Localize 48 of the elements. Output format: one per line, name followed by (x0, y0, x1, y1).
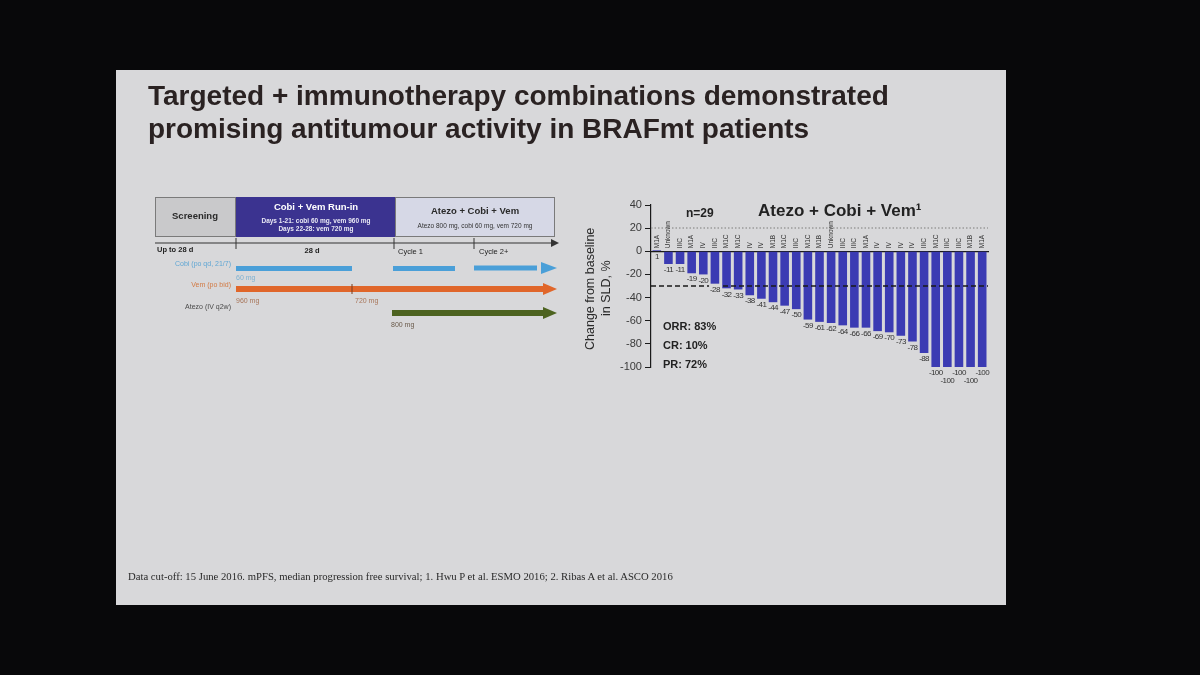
data-label: -64 (837, 326, 849, 336)
data-label: -78 (907, 342, 919, 352)
data-label: -50 (791, 310, 803, 320)
data-label: -11 (675, 265, 686, 275)
data-label: -41 (756, 299, 768, 309)
text: Cobi + Vem Run-in (273, 201, 359, 213)
data-label: -61 (814, 323, 826, 333)
text: Data cut-off: 15 June 2016. mPFS, median progression free survival; 1. Hwu P et al. ESMO 2016; 2. Ribas A et al. ASCO 2016 (128, 570, 673, 583)
y-tick-label: -100 (619, 360, 642, 373)
text: Screening (172, 210, 218, 222)
data-label: -33 (733, 290, 745, 300)
data-label: -20 (698, 275, 710, 285)
y-tick-label: 40 (629, 198, 642, 211)
data-label: -100 (928, 368, 944, 378)
annotation: CR: 10% (663, 339, 708, 352)
data-label: -100 (952, 368, 967, 378)
data-label: 1 (654, 252, 660, 262)
data-label: -11 (663, 265, 675, 275)
data-label: -66 (861, 328, 873, 338)
y-tick-label: 0 (635, 244, 642, 257)
annotation: PR: 72% (663, 358, 708, 371)
data-label: -47 (779, 306, 791, 316)
data-label: -38 (744, 296, 756, 306)
data-label: -62 (826, 324, 838, 334)
y-tick-label: -80 (626, 336, 642, 349)
y-tick-label: -20 (626, 267, 642, 280)
data-label: -19 (686, 274, 698, 284)
data-label: -73 (895, 336, 907, 346)
data-label: -100 (963, 376, 979, 386)
data-label: -66 (849, 328, 861, 338)
annotation: n=29 (686, 206, 714, 221)
data-label: -69 (872, 332, 884, 342)
annotation: ORR: 83% (663, 320, 717, 333)
data-label: -100 (975, 368, 991, 378)
y-tick-label: -60 (626, 313, 642, 326)
data-label: -28 (710, 284, 721, 294)
data-label: -32 (721, 289, 733, 299)
data-label: -70 (884, 333, 896, 343)
y-tick-label: 20 (629, 221, 642, 234)
data-label: -100 (940, 376, 956, 386)
chart-title: Atezo + Cobi + Vem¹ (758, 201, 922, 221)
data-label: -44 (768, 303, 780, 313)
data-label: -88 (919, 354, 931, 364)
text: Targeted + immunotherapy combinations demonstrated promising antitumour activity in BRAFmt patients (148, 79, 890, 145)
y-axis-title: Change from baseline in SLD, % (582, 226, 614, 352)
text: Atezo + Cobi + Vem (430, 205, 520, 217)
data-label: -59 (803, 320, 814, 330)
y-tick-label: -40 (626, 290, 642, 303)
